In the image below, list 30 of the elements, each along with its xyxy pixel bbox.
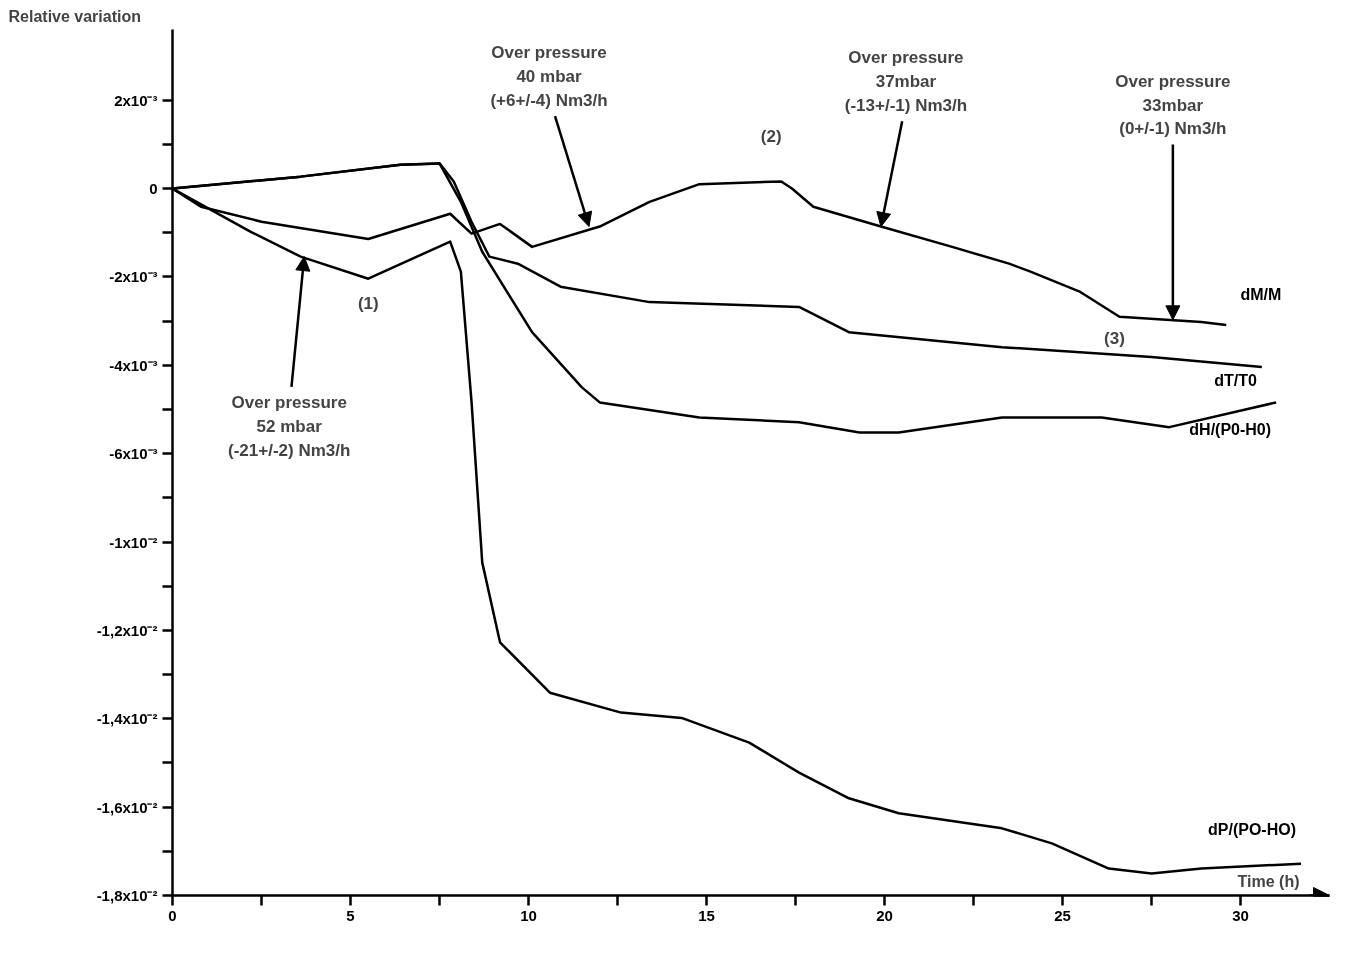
annotation: (2) [760,127,782,147]
x-tick-label: 15 [698,906,715,924]
y-tick-label: -1,6x10⁻² [96,798,158,816]
annotation: (3) [1104,329,1125,349]
annotation: Over pressure 33mbar (0+/-1) Nm3/h [1115,71,1231,139]
x-tick-label: 5 [346,906,355,924]
x-axis-title: Time (h) [1237,872,1300,890]
annotation: Over pressure 37mbar (-13+/-1) Nm3/h [844,48,968,115]
x-tick-label: 0 [168,906,177,924]
series-label: dP/(PO-HO) [1208,820,1297,838]
y-tick-label: -1x10⁻² [109,533,158,551]
y-tick-label: -6x10⁻³ [109,445,158,463]
x-tick-label: 25 [1054,906,1071,924]
y-tick-label: -1,4x10⁻² [96,710,158,728]
annotation: Over pressure 52 mbar (-21+/-2) Nm3/h [228,393,351,460]
annotation: Over pressure 40 mbar (+6+/-4) Nm3/h [490,43,608,110]
y-tick-label: 2x10⁻³ [114,91,158,109]
x-tick-label: 30 [1232,906,1249,924]
annotation: (1) [357,294,379,314]
y-tick-label: 0 [149,180,158,198]
y-tick-label: -4x10⁻³ [109,356,158,374]
series-label: dT/T0 [1214,372,1257,390]
y-axis-title: Relative variation [8,7,141,25]
y-tick-label: -1,8x10⁻² [96,887,158,904]
series-label: dM/M [1240,286,1282,304]
series-label: dH/(P0-H0) [1189,421,1272,439]
x-tick-label: 20 [876,906,893,924]
x-tick-label: 10 [520,906,537,924]
y-tick-label: -2x10⁻³ [109,268,158,286]
y-tick-label: -1,2x10⁻² [96,621,158,639]
